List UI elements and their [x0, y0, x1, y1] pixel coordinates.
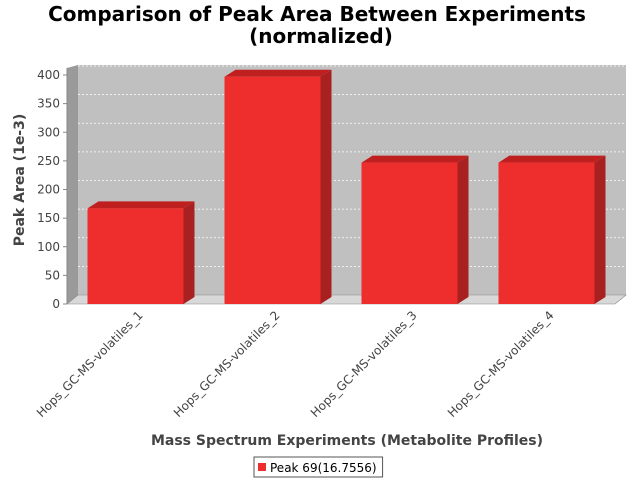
- y-tick-label: 400: [37, 68, 60, 82]
- x-tick-label: Hops_GC-MS-volatiles_3: [308, 308, 420, 420]
- x-tick-label: Hops_GC-MS-volatiles_4: [445, 308, 557, 420]
- chart-subtitle: (normalized): [249, 24, 393, 48]
- y-tick-label: 150: [37, 211, 60, 225]
- bar-front: [224, 76, 321, 304]
- legend-swatch: [258, 463, 266, 471]
- y-axis-ticks: 0 50 100 150 200 250 300 350 400: [37, 68, 68, 311]
- plot-side-wall: [67, 65, 78, 304]
- y-axis-label: Peak Area (1e-3): [12, 114, 28, 247]
- bar-side: [457, 155, 469, 304]
- y-tick-label: 250: [37, 154, 60, 168]
- bars: [87, 69, 606, 304]
- legend: Peak 69(16.7556): [253, 456, 384, 478]
- legend-box: [253, 456, 384, 478]
- x-axis-label: Mass Spectrum Experiments (Metabolite Pr…: [151, 433, 543, 449]
- bar-side: [320, 69, 332, 304]
- bar-top: [224, 69, 332, 77]
- x-tick-label: Hops_GC-MS-volatiles_1: [34, 308, 146, 420]
- bar-front: [87, 208, 184, 304]
- bar-top: [361, 155, 469, 163]
- bar-side: [183, 201, 195, 304]
- chart-title: Comparison of Peak Area Between Experime…: [48, 2, 586, 26]
- x-axis-ticks: Hops_GC-MS-volatiles_1 Hops_GC-MS-volatil…: [34, 308, 557, 420]
- x-tick-label: Hops_GC-MS-volatiles_2: [171, 308, 283, 420]
- y-tick-label: 350: [37, 97, 60, 111]
- y-tick-label: 100: [37, 240, 60, 254]
- y-tick-label: 300: [37, 125, 60, 139]
- bar-top: [87, 201, 195, 209]
- bar-side: [594, 155, 606, 304]
- y-tick-label: 200: [37, 183, 60, 197]
- bar: [361, 155, 469, 304]
- bar: [498, 155, 606, 304]
- bar-front: [498, 162, 595, 304]
- bar: [87, 201, 195, 304]
- bar: [224, 69, 332, 304]
- legend-label: Peak 69(16.7556): [270, 461, 377, 475]
- y-tick-label: 50: [45, 268, 60, 282]
- bar-top: [498, 155, 606, 163]
- y-tick-label: 0: [52, 297, 60, 311]
- bar-front: [361, 162, 458, 304]
